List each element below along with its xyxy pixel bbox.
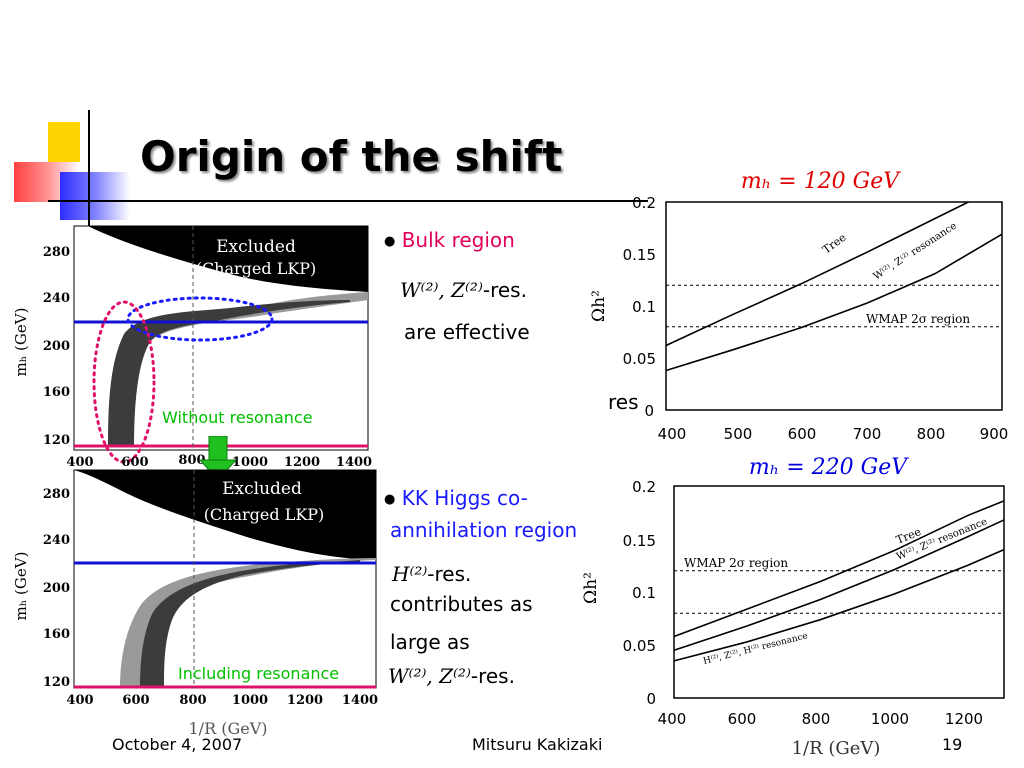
x-tick: 600 xyxy=(788,425,817,443)
y-tick-top: 200 xyxy=(43,339,70,354)
y-tick: 0.15 xyxy=(623,532,656,550)
x-tick-top: 600 xyxy=(121,455,148,470)
series-label: Tree xyxy=(820,231,848,257)
wz-res-line: W⁽²⁾, Z⁽²⁾-res. xyxy=(388,664,515,688)
x-tick: 900 xyxy=(980,425,1009,443)
y-tick-top: 120 xyxy=(43,433,70,448)
x-tick-bottom: 1200 xyxy=(287,693,323,708)
x-tick: 600 xyxy=(728,710,757,728)
wz-math: W⁽²⁾, Z⁽²⁾ xyxy=(400,278,483,302)
logo-yellow-square xyxy=(48,122,80,162)
y-tick: 0 xyxy=(646,690,656,708)
contributes-text: contributes as xyxy=(390,592,533,616)
x-tick-top: 1200 xyxy=(284,455,320,470)
y-axis-label: Ωh² xyxy=(581,572,601,604)
left-top-plot: Excluded (Charged LKP) 280 240 200 160 1… xyxy=(12,225,372,470)
x-tick-top: 400 xyxy=(66,455,93,470)
footer-page-number: 19 xyxy=(942,735,963,754)
y-tick: 0.1 xyxy=(632,584,656,602)
left-bottom-plot: Excluded (Charged LKP) 280 240 200 160 1… xyxy=(12,469,378,738)
slide-title: Origin of the shift xyxy=(140,132,563,181)
x-tick: 1000 xyxy=(871,710,909,728)
y-tick: 0 xyxy=(644,402,654,420)
logo-decoration xyxy=(0,0,648,230)
res-suffix: -res. xyxy=(470,664,515,688)
including-resonance-label: Including resonance xyxy=(178,664,340,683)
x-tick: 800 xyxy=(802,710,831,728)
x-tick: 1200 xyxy=(945,710,983,728)
y-tick-bottom: 120 xyxy=(43,675,70,690)
x-tick-bottom: 400 xyxy=(66,693,93,708)
series-line xyxy=(665,201,969,347)
hline-label: WMAP 2σ region xyxy=(684,556,788,570)
excluded-label-top: Excluded xyxy=(216,237,296,257)
right-top-chart: mₕ = 120 GeV Ωh² 0.2 0.15 0.1 0.05 0 400… xyxy=(589,169,1009,443)
bulk-effective-text: are effective xyxy=(404,320,530,344)
h2-res-line: H⁽²⁾-res. xyxy=(392,562,471,586)
bulk-res-line: W⁽²⁾, Z⁽²⁾-res. xyxy=(400,278,527,302)
right-bottom-chart: mₕ = 220 GeV Ωh² 0.2 0.15 0.1 0.05 0 400… xyxy=(581,455,1005,759)
kk-higgs-heading: ● KK Higgs co- xyxy=(384,486,528,510)
kk-higgs-title-line1: KK Higgs co- xyxy=(401,486,528,510)
y-tick: 0.1 xyxy=(632,298,656,316)
x-tick-bottom: 800 xyxy=(179,693,206,708)
footer-author: Mitsuru Kakizaki xyxy=(472,735,603,754)
series-line xyxy=(673,519,1005,652)
x-tick: 800 xyxy=(917,425,946,443)
chart-title: mₕ = 120 GeV xyxy=(741,169,901,194)
large-as-text: large as xyxy=(390,630,470,654)
x-tick-top: 1400 xyxy=(336,455,372,470)
y-tick: 0.2 xyxy=(632,478,656,496)
x-tick-bottom: 1000 xyxy=(232,693,268,708)
series-line xyxy=(673,548,1005,662)
y-tick-bottom: 200 xyxy=(43,581,70,596)
h2-math: H⁽²⁾ xyxy=(392,562,428,586)
y-axis-label-bottom: mₕ (GeV) xyxy=(12,552,30,621)
y-tick: 0.2 xyxy=(632,194,656,212)
wz-math-2: W⁽²⁾, Z⁽²⁾ xyxy=(388,664,471,688)
x-tick-bottom: 600 xyxy=(122,693,149,708)
excluded-sublabel-bottom: (Charged LKP) xyxy=(204,505,325,524)
chart-title: mₕ = 220 GeV xyxy=(749,455,909,480)
x-axis-label: 1/R (GeV) xyxy=(792,738,881,759)
logo-horizontal-line xyxy=(48,200,648,202)
x-tick: 500 xyxy=(724,425,753,443)
excluded-label-bottom: Excluded xyxy=(222,479,302,499)
y-tick: 0.05 xyxy=(623,637,656,655)
x-tick-bottom: 1400 xyxy=(342,693,378,708)
bullet-icon: ● xyxy=(384,492,396,507)
x-tick-top: 800 xyxy=(178,453,205,468)
logo-blue-square xyxy=(60,172,130,220)
res-suffix: -res. xyxy=(427,562,472,586)
y-tick-bottom: 280 xyxy=(43,487,70,502)
y-tick: 0.15 xyxy=(623,246,656,264)
res-suffix: -res. xyxy=(482,278,527,302)
excluded-sublabel-top: (Charged LKP) xyxy=(196,259,317,278)
hline-label: WMAP 2σ region xyxy=(866,312,970,326)
bulk-region-title: Bulk region xyxy=(401,228,515,252)
series-line xyxy=(673,500,1005,638)
x-tick: 400 xyxy=(658,425,687,443)
y-tick-top: 240 xyxy=(43,291,70,306)
y-tick: 0.05 xyxy=(623,350,656,368)
kk-higgs-title-line2: annihilation region xyxy=(390,518,578,542)
x-tick: 400 xyxy=(658,710,687,728)
y-tick-top: 160 xyxy=(43,385,70,400)
x-tick: 700 xyxy=(853,425,882,443)
without-resonance-label: Without resonance xyxy=(162,408,313,427)
series-line xyxy=(665,233,1003,372)
logo-vertical-line xyxy=(88,110,90,230)
y-tick-top: 280 xyxy=(43,245,70,260)
y-axis-label-top: mₕ (GeV) xyxy=(12,308,30,377)
y-axis-label: Ωh² xyxy=(589,290,609,322)
x-tick-top: 1000 xyxy=(232,455,268,470)
stray-res-text: res xyxy=(608,390,639,414)
x-axis-label-bottom: 1/R (GeV) xyxy=(189,719,268,738)
bulk-region-heading: ● Bulk region xyxy=(384,228,515,252)
series-label: W⁽²⁾, Z⁽²⁾ resonance xyxy=(872,221,959,283)
bullet-icon: ● xyxy=(384,234,396,249)
y-tick-bottom: 240 xyxy=(43,533,70,548)
y-tick-bottom: 160 xyxy=(43,627,70,642)
footer-date: October 4, 2007 xyxy=(112,735,243,754)
